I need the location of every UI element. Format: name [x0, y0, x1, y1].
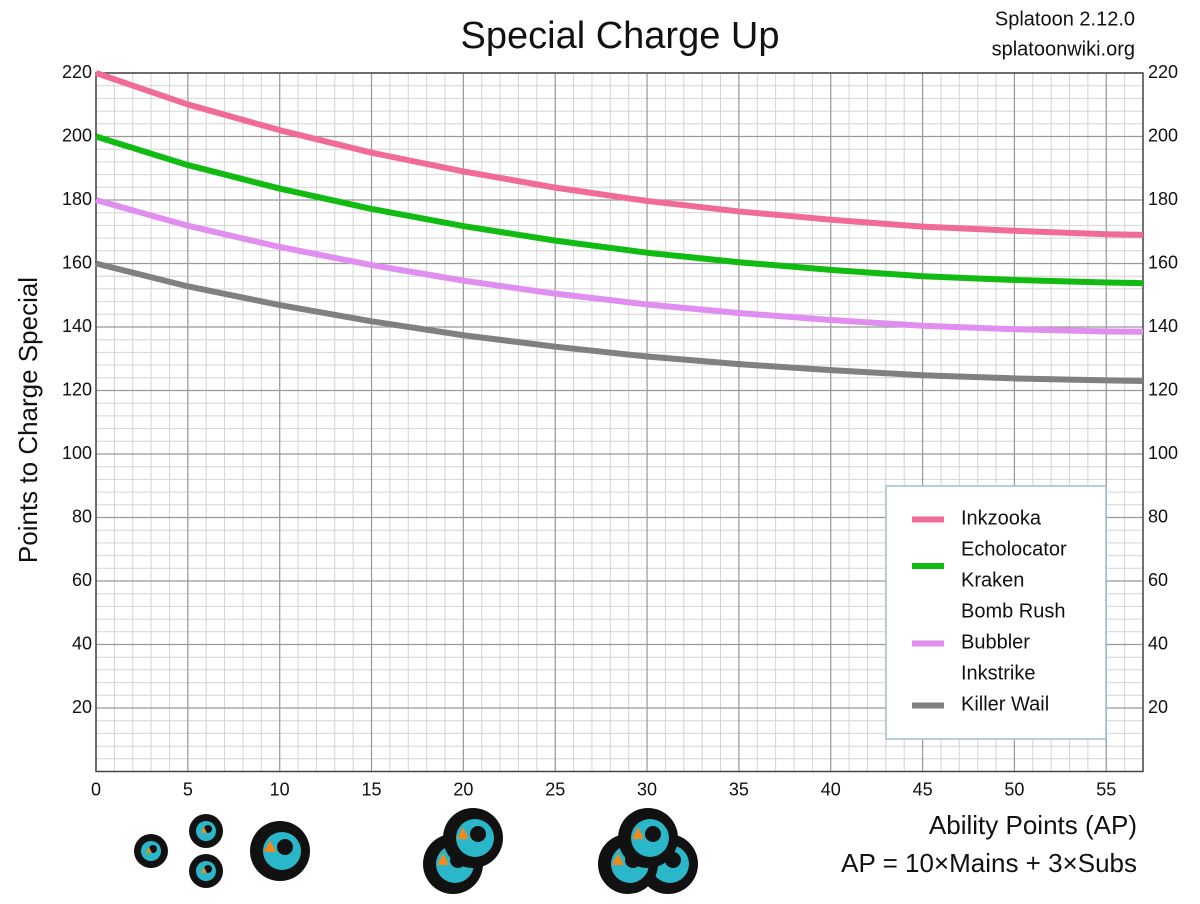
ability-icons — [134, 808, 698, 894]
x-tick-label: 15 — [362, 779, 382, 799]
version-note: Splatoon 2.12.0 — [995, 8, 1135, 30]
x-tick-label: 30 — [637, 779, 657, 799]
y-tick-label: 40 — [1148, 633, 1168, 653]
y-tick-label: 80 — [1148, 506, 1168, 526]
icon — [443, 808, 503, 868]
formula-note: AP = 10×Mains + 3×Subs — [841, 848, 1137, 878]
x-tick-label: 45 — [913, 779, 933, 799]
x-tick-label: 50 — [1004, 779, 1024, 799]
grid — [95, 72, 1144, 772]
legend-label: Bomb Rush Bubbler Inkstrike — [961, 601, 1066, 685]
y-tick-label: 100 — [1148, 443, 1178, 463]
y-tick-label: 100 — [62, 443, 92, 463]
y-tick-label: 140 — [1148, 316, 1178, 336]
y-tick-label: 200 — [1148, 125, 1178, 145]
x-tick-label: 25 — [545, 779, 565, 799]
x-tick-label: 55 — [1096, 779, 1116, 799]
legend-label: Inkzooka — [961, 508, 1042, 530]
x-tick-label: 40 — [821, 779, 841, 799]
x-tick-label: 20 — [453, 779, 473, 799]
y-tick-label: 120 — [62, 379, 92, 399]
y-tick-label: 160 — [62, 252, 92, 272]
series-line — [95, 260, 1144, 384]
y-tick-label: 20 — [1148, 697, 1168, 717]
x-tick-label: 0 — [91, 779, 101, 799]
y-tick-label: 180 — [62, 189, 92, 209]
y-tick-label: 200 — [62, 125, 92, 145]
y-tick-label: 20 — [72, 697, 92, 717]
icon — [189, 814, 223, 848]
y-tick-label: 220 — [1148, 62, 1178, 82]
legend-label: Killer Wail — [961, 694, 1049, 716]
y-tick-label: 60 — [1148, 570, 1168, 590]
legend-box — [885, 485, 1107, 740]
icon — [250, 821, 310, 881]
source-note: splatoonwiki.org — [992, 38, 1135, 60]
y-tick-label: 140 — [62, 316, 92, 336]
y-tick-label: 40 — [72, 633, 92, 653]
series-line — [95, 133, 1144, 287]
x-tick-label: 10 — [270, 779, 290, 799]
x-tick-label: 5 — [183, 779, 193, 799]
legend-label: Echolocator Kraken — [961, 539, 1067, 592]
series-line — [95, 197, 1144, 335]
y-axis-label: Points to Charge Special — [13, 277, 43, 563]
y-tick-label: 120 — [1148, 379, 1178, 399]
chart-title: Special Charge Up — [461, 15, 780, 57]
icon — [134, 834, 168, 868]
x-axis-label: Ability Points (AP) — [929, 810, 1137, 840]
y-tick-label: 60 — [72, 570, 92, 590]
plot-frame — [95, 72, 1144, 773]
y-tick-label: 220 — [62, 62, 92, 82]
series-line — [95, 70, 1144, 238]
y-tick-label: 80 — [72, 506, 92, 526]
legend: Inkzooka Echolocator Kraken Bomb Rush Bubble… — [885, 485, 1107, 740]
y-tick-label: 160 — [1148, 252, 1178, 272]
icon — [189, 854, 223, 888]
y-tick-label: 180 — [1148, 189, 1178, 209]
x-tick-label: 35 — [729, 779, 749, 799]
icon — [618, 808, 678, 868]
